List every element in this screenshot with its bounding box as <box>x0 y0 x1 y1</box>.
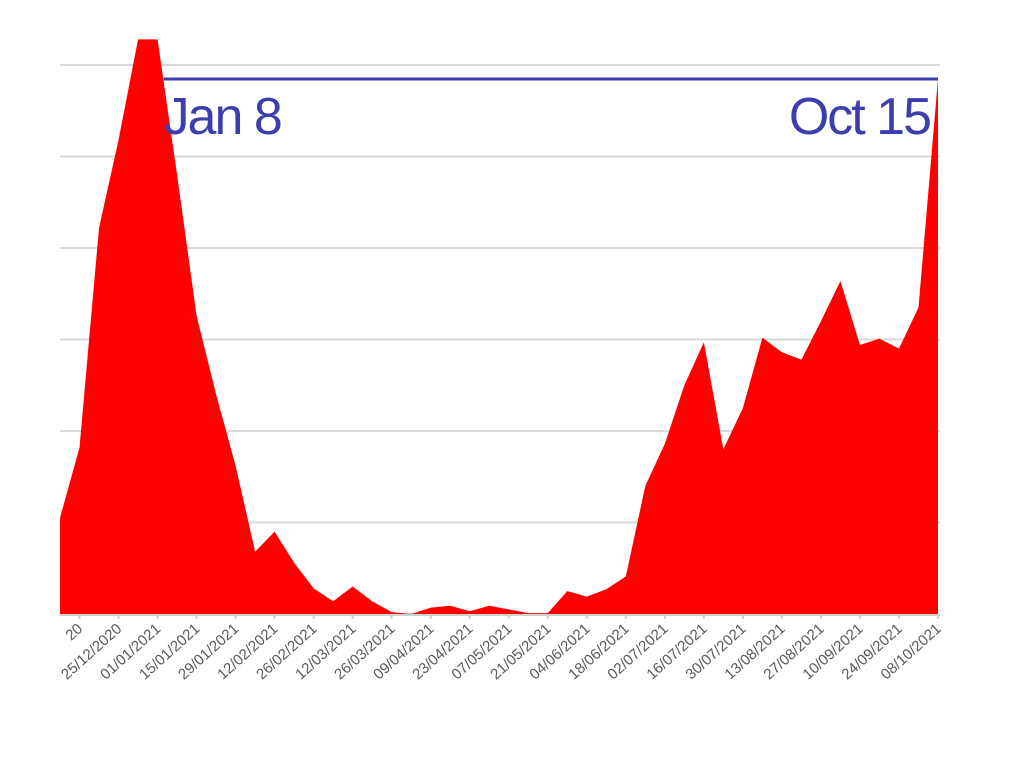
area-series <box>60 39 938 614</box>
annotation-label: Oct 15 <box>789 88 930 146</box>
x-tick-label: 20 <box>62 620 86 644</box>
reference-line-group: Jan 8 Oct 15 <box>163 77 938 146</box>
annotation-label: Jan 8 <box>164 88 281 146</box>
series-area <box>60 39 938 614</box>
x-axis: 2025/12/202001/01/202115/01/202129/01/20… <box>58 614 945 683</box>
